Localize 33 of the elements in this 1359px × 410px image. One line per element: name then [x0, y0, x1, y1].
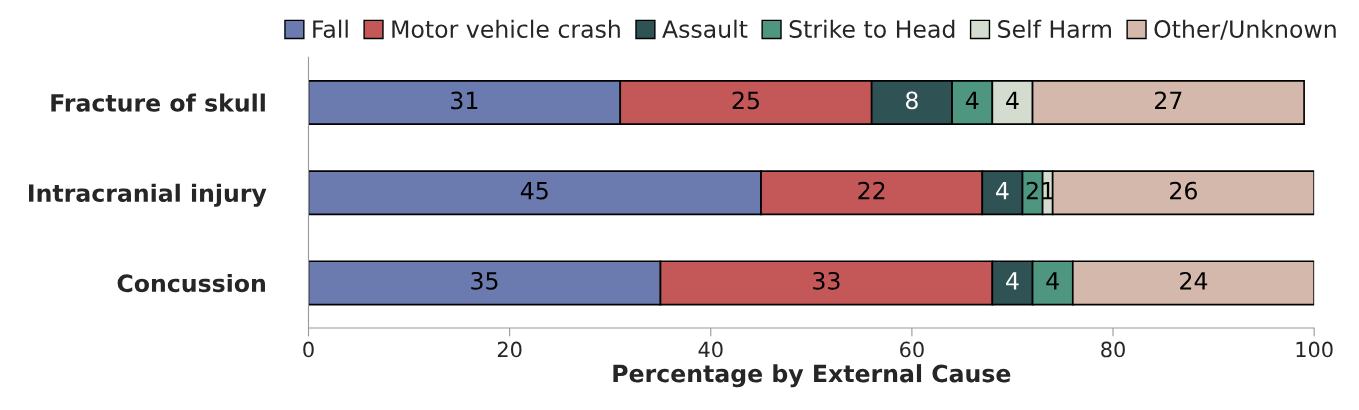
legend-label: Strike to Head	[789, 19, 955, 38]
legend-label: Assault	[662, 19, 748, 38]
y-tick-label: Fracture of skull	[51, 93, 265, 112]
x-tick-label: 40	[698, 341, 723, 358]
data-label: 4	[965, 91, 979, 110]
data-label: 31	[451, 91, 478, 110]
y-tick-label: Concussion	[117, 273, 265, 293]
data-label: 4	[1006, 91, 1019, 110]
x-tick-label: 80	[1101, 341, 1125, 358]
legend-label: Other/Unknown	[1154, 19, 1336, 40]
data-label: 1	[1042, 182, 1053, 200]
data-label: 35	[471, 271, 498, 290]
x-tick-label: 0	[303, 341, 314, 358]
data-label: 33	[813, 271, 840, 290]
data-label: 45	[520, 182, 548, 200]
legend-label: Motor vehicle crash	[392, 19, 620, 38]
data-label: 25	[732, 91, 759, 110]
data-label: 8	[905, 91, 918, 110]
x-tick-label: 20	[497, 341, 522, 358]
data-label: 27	[1155, 91, 1182, 110]
x-tick-label: 100	[1296, 341, 1333, 358]
data-label: 2	[1026, 181, 1038, 200]
data-label: 4	[1006, 272, 1019, 290]
legend-label: Self Harm	[998, 19, 1111, 38]
data-label: 26	[1170, 181, 1197, 200]
x-axis-title: Percentage by External Cause	[613, 364, 1011, 388]
x-tick-label: 60	[900, 341, 924, 358]
y-tick-label: Intracranial injury	[28, 183, 267, 207]
legend-label: Fall	[313, 19, 348, 38]
data-label: 4	[996, 182, 1009, 200]
data-label: 22	[858, 181, 885, 200]
data-label: 24	[1180, 271, 1208, 290]
data-label: 4	[1046, 272, 1059, 290]
